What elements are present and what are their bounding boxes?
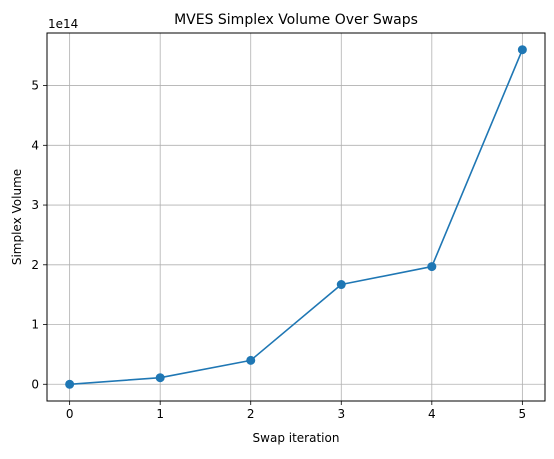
x-tick-label: 2 [247,407,255,421]
x-axis-label: Swap iteration [253,431,340,445]
y-axis-scale-label: 1e14 [48,17,78,31]
y-tick-label: 3 [31,198,39,212]
chart-title: MVES Simplex Volume Over Swaps [174,12,418,28]
series-line [69,49,524,386]
y-tick-label: 1 [31,318,39,332]
data-point [65,379,75,389]
data-point [155,373,165,383]
y-tick-label: 2 [31,258,39,272]
x-tick-label: 3 [337,407,345,421]
y-tick-label: 0 [31,377,39,391]
y-axis-label: Simplex Volume [10,169,24,265]
series-layer [65,45,527,389]
data-point [427,262,437,272]
x-tick-label: 1 [156,407,164,421]
x-tick-label: 4 [428,407,436,421]
x-tick-label: 5 [519,407,527,421]
x-tick-label: 0 [66,407,74,421]
plot-frame [46,32,546,402]
grid [47,33,545,401]
y-tick-label: 4 [31,138,39,152]
data-point [246,355,256,365]
ticks: 0 1 2 3 4 5 0 1 2 3 4 5 [31,79,526,421]
data-point [517,45,527,55]
y-tick-label: 5 [31,79,39,93]
data-point [336,280,346,290]
